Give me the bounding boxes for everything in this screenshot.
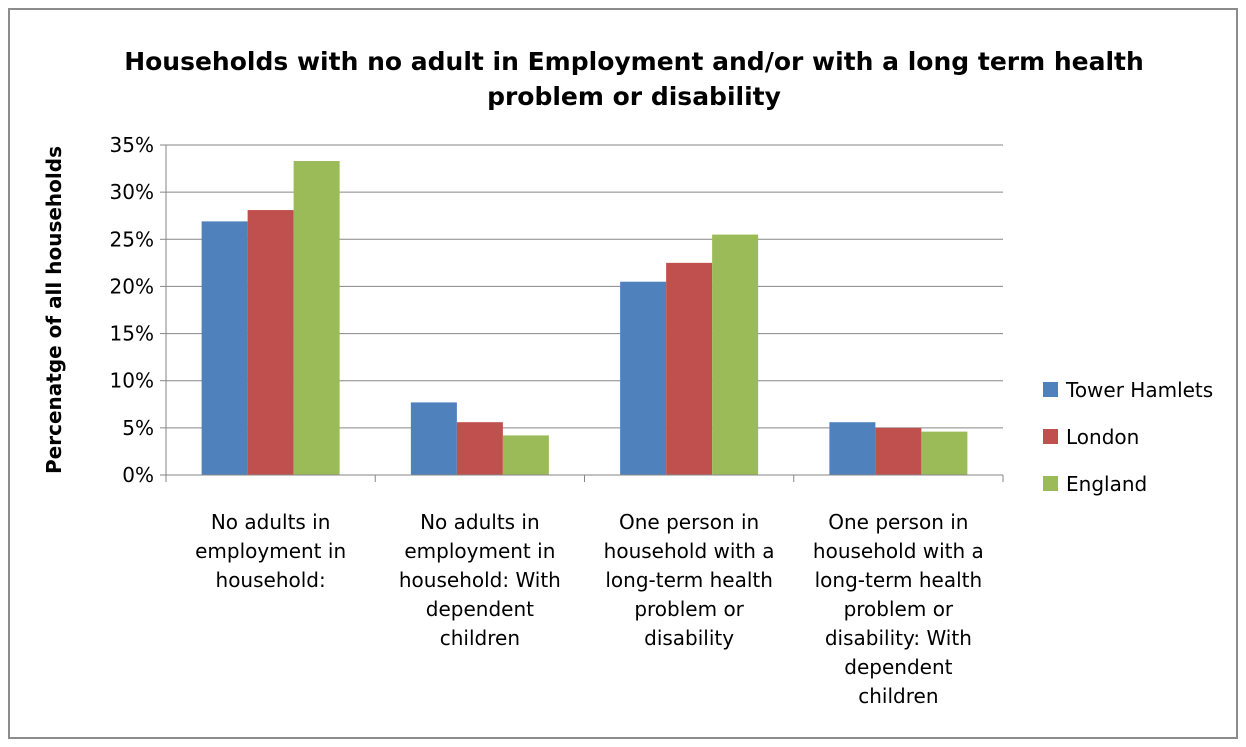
y-tick-label: 35% [110, 133, 154, 157]
y-tick-label: 15% [110, 322, 154, 346]
x-category-label: disability [644, 626, 734, 650]
chart-frame: Households with no adult in Employment a… [8, 8, 1238, 739]
bar [712, 234, 759, 475]
x-category-label: No adults in [420, 510, 540, 534]
y-tick-label: 25% [110, 227, 154, 251]
legend-label: Tower Hamlets [1065, 378, 1213, 402]
chart-title-line: problem or disability [487, 82, 781, 111]
legend-swatch [1043, 429, 1058, 444]
x-category-label: problem or [634, 597, 744, 621]
y-tick-label: 20% [110, 274, 154, 298]
bar [410, 402, 457, 475]
bar [829, 422, 876, 475]
x-category-label: No adults in [211, 510, 331, 534]
x-category-label: household with a [813, 539, 984, 563]
x-category-label: dependent [426, 597, 534, 621]
bar [456, 422, 503, 475]
x-category-label: long-term health [605, 568, 773, 592]
bar [921, 431, 968, 475]
bar [247, 210, 294, 476]
bar [201, 221, 248, 475]
x-category-label: problem or [844, 597, 954, 621]
legend-swatch [1043, 476, 1058, 491]
y-tick-label: 10% [110, 369, 154, 393]
y-tick-label: 5% [122, 416, 154, 440]
x-category-label: household: With [399, 568, 561, 592]
x-category-label: dependent [844, 655, 952, 679]
x-category-label: One person in [619, 510, 759, 534]
legend-label: London [1066, 425, 1139, 449]
legend-label: England [1066, 472, 1147, 496]
bar [666, 262, 713, 475]
x-category-label: long-term health [815, 568, 983, 592]
x-category-label: household: [216, 568, 326, 592]
x-category-label: employment in [404, 539, 555, 563]
legend-swatch [1043, 382, 1058, 397]
x-category-label: household with a [604, 539, 775, 563]
bar [502, 435, 549, 475]
bar [620, 281, 667, 475]
x-category-label: employment in [195, 539, 346, 563]
y-tick-label: 0% [122, 463, 154, 487]
x-category-label: disability: With [825, 626, 972, 650]
bar [293, 161, 340, 475]
y-tick-label: 30% [110, 180, 154, 204]
x-category-label: One person in [828, 510, 968, 534]
chart-svg: Households with no adult in Employment a… [42, 47, 1213, 708]
x-category-label: children [440, 626, 520, 650]
chart-title-line: Households with no adult in Employment a… [124, 47, 1144, 76]
y-axis-title: Percenatge of all households [42, 146, 66, 474]
x-category-label: children [858, 684, 938, 708]
bar [875, 427, 922, 475]
